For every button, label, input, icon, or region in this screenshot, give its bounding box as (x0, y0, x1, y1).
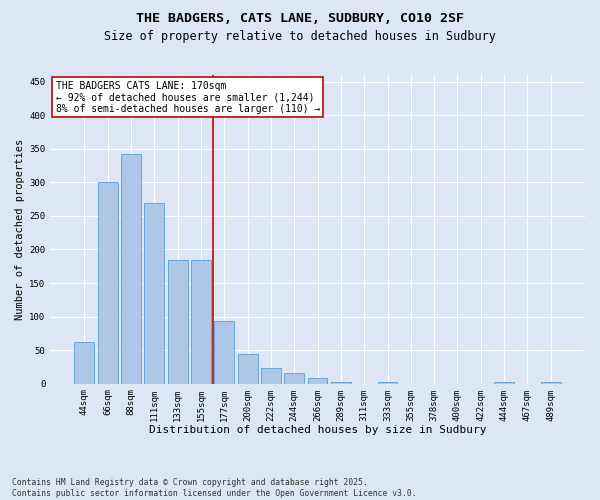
Bar (168, 260, 188, 384)
Bar (121, 154, 141, 384)
Bar (541, 382, 560, 384)
Text: THE BADGERS CATS LANE: 170sqm
← 92% of detached houses are smaller (1,244)
8% of: THE BADGERS CATS LANE: 170sqm ← 92% of d… (56, 80, 320, 114)
Bar (145, 202, 164, 384)
Text: THE BADGERS, CATS LANE, SUDBURY, CO10 2SF: THE BADGERS, CATS LANE, SUDBURY, CO10 2S… (136, 12, 464, 26)
Bar (98, 182, 118, 384)
Y-axis label: Number of detached properties: Number of detached properties (15, 138, 25, 320)
Text: Contains HM Land Registry data © Crown copyright and database right 2025.
Contai: Contains HM Land Registry data © Crown c… (12, 478, 416, 498)
Bar (191, 260, 211, 384)
Bar (377, 382, 397, 384)
Text: Size of property relative to detached houses in Sudbury: Size of property relative to detached ho… (104, 30, 496, 43)
X-axis label: Distribution of detached houses by size in Sudbury: Distribution of detached houses by size … (149, 425, 487, 435)
Bar (331, 382, 351, 384)
Bar (494, 382, 514, 384)
Bar (308, 378, 328, 384)
Bar (238, 354, 257, 384)
Bar (261, 368, 281, 384)
Bar (284, 373, 304, 384)
Bar (74, 342, 94, 384)
Bar (214, 322, 234, 384)
